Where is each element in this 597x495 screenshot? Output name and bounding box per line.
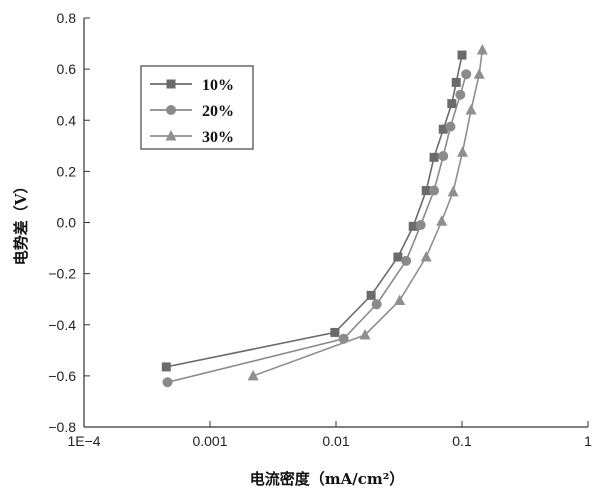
y-tick-label: 0.8 — [57, 10, 77, 26]
data-point — [421, 186, 431, 196]
y-tick-label: 0.4 — [57, 112, 77, 128]
y-tick-label: −0.4 — [48, 317, 76, 333]
data-point — [476, 43, 488, 55]
tick-marks: 0.8 0.6 0.4 0.2 0.0 −0.2 −0.4 −0.6 −0.81E−4 0.001… — [48, 10, 592, 449]
x-tick-label: 0.01 — [322, 433, 349, 449]
data-point — [247, 369, 259, 381]
data-point — [371, 299, 382, 310]
series-30pct — [247, 43, 488, 381]
data-series — [161, 43, 488, 388]
data-point — [330, 327, 340, 337]
x-tick-label: 0.1 — [452, 433, 472, 449]
x-tick-label: 1 — [584, 433, 592, 449]
y-tick-label: −0.8 — [48, 419, 76, 435]
y-tick-label: 0.6 — [57, 61, 77, 77]
data-point — [438, 151, 449, 162]
data-point — [457, 146, 469, 157]
data-point — [401, 255, 412, 266]
x-axis-title: 电流密度（mA/cm²） — [250, 470, 405, 488]
y-tick-label: 0.2 — [57, 163, 77, 179]
y-tick-label: −0.2 — [48, 266, 76, 282]
data-point — [359, 328, 371, 340]
y-axis-title: 电势差（V） — [12, 179, 30, 266]
data-point — [393, 252, 403, 262]
data-point — [415, 220, 426, 231]
data-point — [436, 215, 448, 226]
legend-marker — [166, 79, 176, 89]
series-20pct — [162, 69, 472, 388]
series-line — [167, 73, 467, 384]
x-tick-label: 1E−4 — [67, 433, 100, 449]
data-point — [455, 89, 466, 100]
legend-marker — [165, 130, 177, 141]
data-point — [420, 251, 432, 262]
data-point — [162, 377, 173, 388]
data-point — [445, 121, 456, 132]
y-tick-label: 0.0 — [57, 215, 77, 231]
data-point — [451, 77, 461, 87]
data-point — [461, 69, 472, 80]
legend: 10% 20% 30% — [140, 65, 254, 150]
series-10pct — [161, 50, 467, 372]
data-point — [429, 185, 440, 196]
legend-label: 20% — [202, 103, 234, 120]
data-point — [465, 104, 477, 115]
data-point — [408, 221, 418, 231]
data-point — [429, 152, 439, 162]
legend-label: 10% — [202, 77, 234, 94]
data-point — [394, 294, 406, 305]
data-point — [447, 185, 459, 197]
y-tick-label: −0.6 — [48, 368, 76, 384]
x-tick-label: 0.001 — [192, 433, 227, 449]
data-point — [457, 50, 467, 60]
data-point — [473, 68, 485, 79]
data-point — [438, 124, 448, 134]
data-point — [447, 99, 457, 109]
data-point — [161, 362, 171, 372]
data-point — [366, 290, 376, 300]
series-line — [252, 49, 484, 377]
legend-marker — [166, 105, 176, 115]
legend-label: 30% — [202, 129, 234, 146]
